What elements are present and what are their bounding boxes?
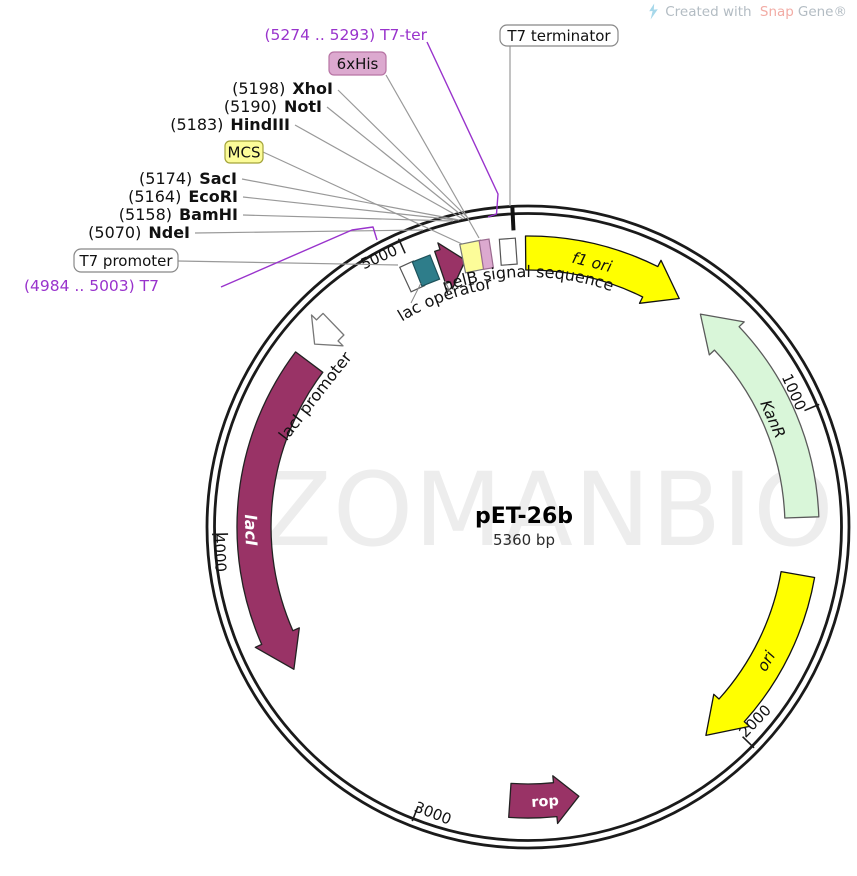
feature-label-rop[interactable]: rop xyxy=(531,793,560,811)
site-name: BamHI xyxy=(179,205,238,224)
connector-stub-1 xyxy=(444,280,451,293)
site-label-ndei[interactable]: (5070) NdeI xyxy=(88,223,190,242)
label-t7-terminator-box[interactable] xyxy=(499,24,619,47)
feature-label-laci[interactable]: lacI xyxy=(241,514,261,546)
site-position: (5198) xyxy=(232,79,285,98)
site-name: HindIII xyxy=(230,115,290,134)
tick-label-5000: 5000 xyxy=(358,241,400,273)
site-label-bamhi[interactable]: (5158) BamHI xyxy=(119,205,238,224)
site-ndei-leader xyxy=(194,229,424,234)
label-t7-terminator-text[interactable]: T7 terminator xyxy=(506,27,611,45)
label-t7-promoter-box[interactable] xyxy=(73,248,179,273)
label-t7-promoter-text[interactable]: T7 promoter xyxy=(78,252,173,270)
credit-text-snap: Snap xyxy=(759,3,794,20)
feature-rop[interactable] xyxy=(508,775,580,825)
watermark-text: ZOMANBIO xyxy=(262,451,835,570)
site-hindiii-leader xyxy=(294,124,464,220)
connector-stub-0 xyxy=(410,282,422,304)
primer-4984-5003-t7-pointer xyxy=(220,226,378,288)
plasmid-title-block: pET-26b 5360 bp xyxy=(475,504,573,549)
label-t7-promoter-leader xyxy=(177,260,399,266)
site-ecori-leader xyxy=(242,196,457,221)
site-label-saci[interactable]: (5174) SacI xyxy=(139,169,237,188)
site-position: (5190) xyxy=(224,97,277,116)
site-label-noti[interactable]: (5190) NotI xyxy=(224,97,322,116)
feature-pelb-signal-sequence[interactable] xyxy=(434,242,467,290)
label-mcs-box[interactable] xyxy=(224,140,264,164)
site-name: NotI xyxy=(284,97,322,116)
site-position: (5070) xyxy=(88,223,141,242)
site-position: (5183) xyxy=(170,115,223,134)
plasmid-size: 5360 bp xyxy=(492,531,555,549)
tick-3000 xyxy=(411,805,419,822)
label-mcs-text[interactable]: MCS xyxy=(228,143,261,161)
t7-terminator-marker-tick xyxy=(510,207,516,231)
site-name: XhoI xyxy=(292,79,333,98)
feature-f1-ori[interactable] xyxy=(524,235,680,304)
site-saci-leader xyxy=(241,178,460,221)
credit-text-prefix: Created with xyxy=(665,3,756,20)
site-xhoi-leader xyxy=(337,89,469,219)
site-position: (5164) xyxy=(128,187,181,206)
backbone-inner-ring xyxy=(213,212,843,842)
site-label-ecori[interactable]: (5164) EcoRI xyxy=(128,187,238,206)
label-6xhis-text[interactable]: 6xHis xyxy=(337,55,379,73)
snapgene-logo-icon xyxy=(649,3,659,20)
snapgene-credit: Created with Snap Gene® xyxy=(646,3,847,20)
feature-6xhis[interactable] xyxy=(478,238,495,270)
tick-label-3000: 3000 xyxy=(412,798,454,828)
primer-4984-5003-t7-label[interactable]: (4984 .. 5003) T7 xyxy=(24,277,159,295)
site-bamhi-leader xyxy=(242,214,454,222)
feature-kanr[interactable] xyxy=(699,313,820,519)
site-position: (5174) xyxy=(139,169,192,188)
feature-laci-promoter[interactable] xyxy=(310,312,345,347)
primer-5274-5293-t7-ter-label[interactable]: (5274 .. 5293) T7-ter xyxy=(264,26,427,44)
tick-2000 xyxy=(742,736,755,749)
feature-ori[interactable] xyxy=(705,570,816,737)
plasmid-name: pET-26b xyxy=(474,504,574,529)
tick-label-4000: 4000 xyxy=(210,533,230,572)
label-6xhis-leader xyxy=(385,74,480,239)
feature-laci[interactable] xyxy=(236,351,324,670)
primer-5274-5293-t7-ter-pointer xyxy=(426,41,499,218)
site-label-hindiii[interactable]: (5183) HindIII xyxy=(170,115,290,134)
site-name: SacI xyxy=(199,169,237,188)
tick-1000 xyxy=(804,403,820,412)
credit-text-gene: Gene® xyxy=(797,3,847,20)
site-position: (5158) xyxy=(119,205,172,224)
site-label-xhoi[interactable]: (5198) XhoI xyxy=(232,79,333,98)
backbone-outer-ring xyxy=(205,204,851,850)
site-name: EcoRI xyxy=(188,187,238,206)
site-name: NdeI xyxy=(148,223,190,242)
site-noti-leader xyxy=(326,106,466,219)
feature-t7-terminator[interactable] xyxy=(498,237,518,266)
label-6xhis-box[interactable] xyxy=(328,51,387,76)
feature-lac-operator[interactable] xyxy=(411,254,441,287)
label-mcs-leader xyxy=(262,151,463,245)
tick-5000 xyxy=(397,238,406,254)
